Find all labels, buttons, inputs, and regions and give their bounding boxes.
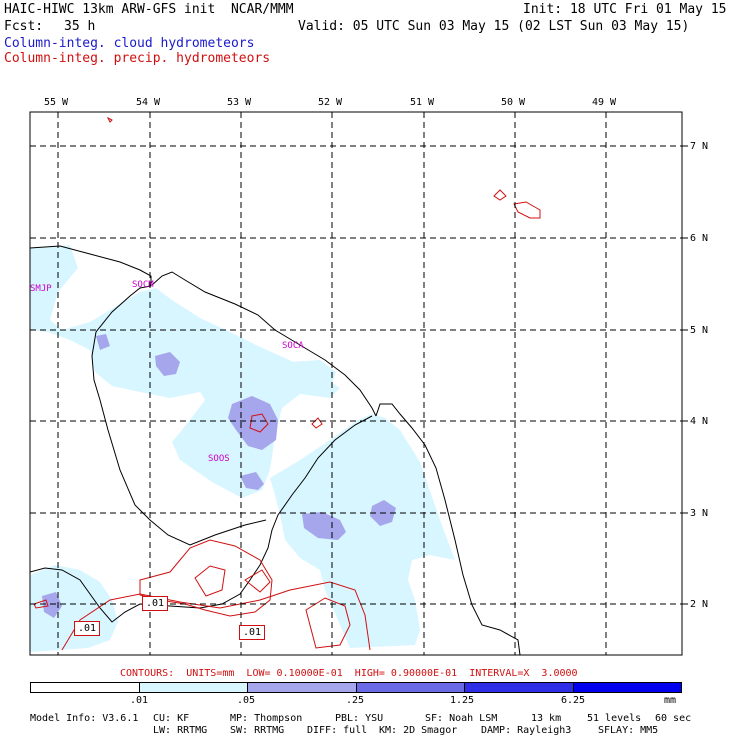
lon-label: 53 W <box>227 97 252 108</box>
colorbar-tick: .01 <box>130 695 149 706</box>
valid-time: Valid: 05 UTC Sun 03 May 15 (02 LST Sun … <box>298 19 690 34</box>
lon-label: 55 W <box>44 97 69 108</box>
legend-cloud-hydrometeors: Column-integ. cloud hydrometeors <box>4 36 255 51</box>
frame-ticks <box>682 145 688 605</box>
lat-label: 7 N <box>690 141 709 152</box>
colorbar-tick: .05 <box>237 695 256 706</box>
cloud-shade-medium <box>42 334 396 618</box>
model-title: HAIC-HIWC 13km ARW-GFS init NCAR/MMM <box>4 2 294 17</box>
lat-label: 3 N <box>690 508 709 519</box>
model-info-pbl: PBL: YSU <box>335 713 384 724</box>
station-label-soos: SOOS <box>208 454 230 464</box>
station-label-socm: SOCM <box>132 280 154 290</box>
forecast-hour: 35 h <box>64 19 96 34</box>
colorbar-swatch <box>465 683 574 692</box>
contour-label: .01 <box>239 625 266 640</box>
contour-label: .01 <box>142 596 169 611</box>
colorbar-swatch <box>573 683 681 692</box>
station-label-soca: SOCA <box>282 341 304 351</box>
model-info-timestep: 60 sec <box>655 713 692 724</box>
model-info-cu: CU: KF <box>153 713 190 724</box>
contour-label: .01 <box>74 621 101 636</box>
model-info-mp: MP: Thompson <box>230 713 303 724</box>
coastlines <box>30 245 521 655</box>
lon-label: 54 W <box>136 97 161 108</box>
model-info-levels: 51 levels <box>587 713 642 724</box>
lon-label: 52 W <box>318 97 343 108</box>
station-label-smjp: SMJP <box>30 284 52 294</box>
lat-label: 4 N <box>690 416 709 427</box>
model-info-km: KM: 2D Smagor <box>379 725 458 736</box>
legend-precip-hydrometeors: Column-integ. precip. hydrometeors <box>4 51 271 66</box>
model-info-diff: DIFF: full <box>307 725 368 736</box>
lat-label: 6 N <box>690 233 709 244</box>
model-info-version: Model Info: V3.6.1 <box>30 713 139 724</box>
colorbar-swatch <box>139 683 248 692</box>
lon-label: 51 W <box>410 97 435 108</box>
model-info-damp: DAMP: Rayleigh3 <box>481 725 572 736</box>
init-time: Init: 18 UTC Fri 01 May 15 <box>523 2 727 17</box>
model-info-resolution: 13 km <box>531 713 562 724</box>
lat-label: 5 N <box>690 325 709 336</box>
colorbar-swatch <box>356 683 465 692</box>
lon-label: 49 W <box>592 97 617 108</box>
colorbar-swatch <box>31 683 140 692</box>
model-info-sw: SW: RRTMG <box>230 725 285 736</box>
model-info-sflay: SFLAY: MM5 <box>598 725 659 736</box>
forecast-label: Fcst: <box>4 19 44 34</box>
model-info-sf: SF: Noah LSM <box>425 713 498 724</box>
colorbar-tick: 1.25 <box>450 695 475 706</box>
colorbar-units: mm <box>664 695 677 706</box>
lat-label: 2 N <box>690 599 709 610</box>
colorbar-tick: .25 <box>346 695 365 706</box>
lon-label: 50 W <box>501 97 526 108</box>
colorbar <box>30 682 682 693</box>
colorbar-tick: 6.25 <box>561 695 586 706</box>
contour-info: CONTOURS: UNITS=mm LOW= 0.10000E-01 HIGH… <box>120 668 578 679</box>
lat-lon-grid <box>30 112 682 655</box>
colorbar-swatch <box>248 683 357 692</box>
model-info-lw: LW: RRTMG <box>153 725 208 736</box>
